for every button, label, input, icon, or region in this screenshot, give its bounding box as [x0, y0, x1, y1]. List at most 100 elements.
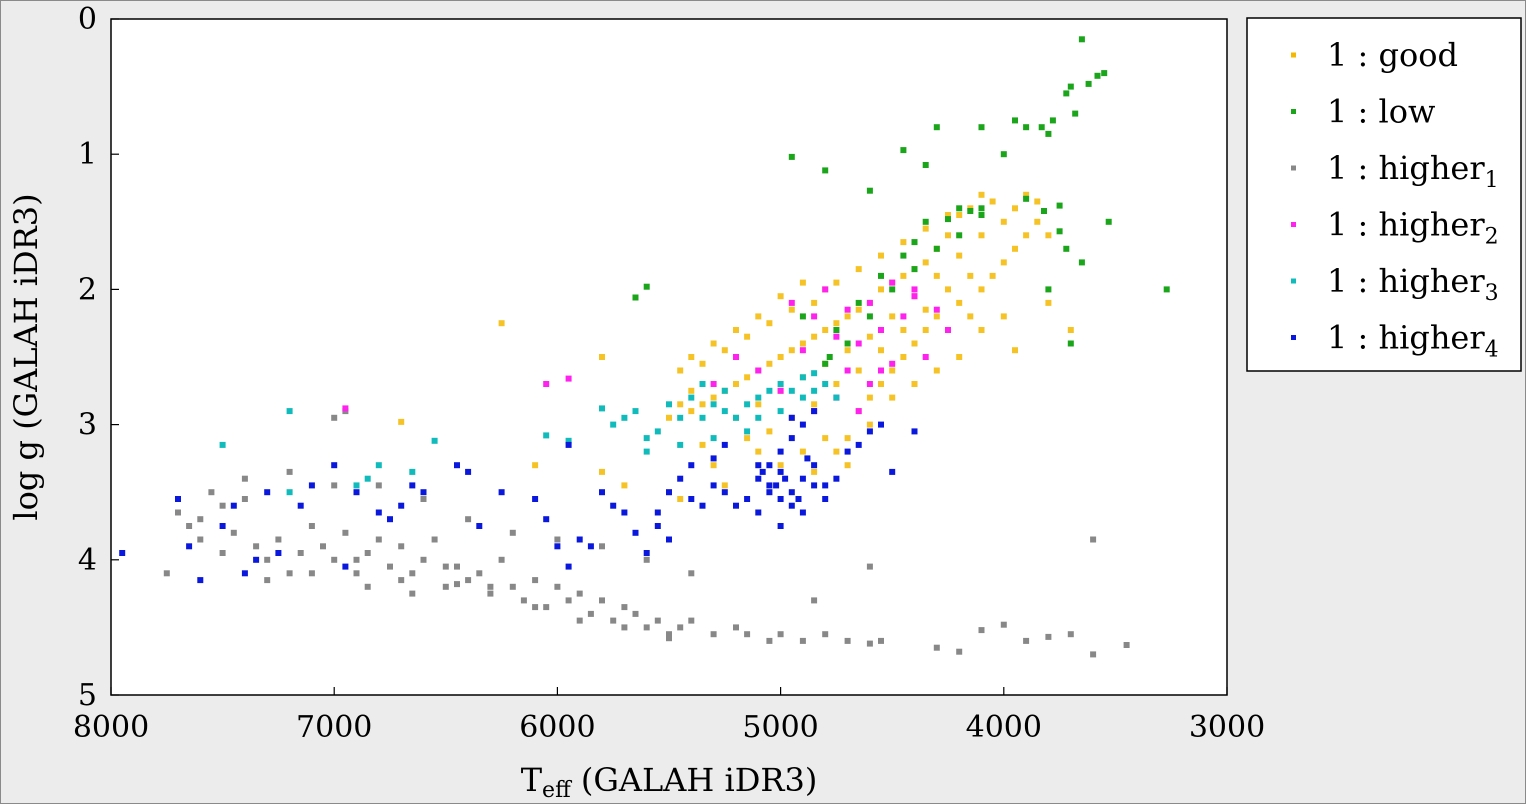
data-point [543, 381, 550, 387]
data-point [476, 523, 483, 529]
data-point [777, 462, 784, 469]
data-point [744, 631, 751, 638]
data-point [565, 437, 572, 444]
data-point [163, 570, 170, 577]
data-point [922, 162, 929, 168]
data-point [476, 570, 483, 577]
data-point [509, 529, 516, 536]
data-point [866, 299, 873, 306]
data-point [219, 523, 226, 529]
data-point [1023, 637, 1030, 644]
data-point [677, 624, 684, 631]
data-point [565, 597, 572, 604]
data-point [733, 327, 739, 333]
data-point [643, 556, 650, 563]
data-point [889, 279, 896, 286]
data-point [230, 529, 237, 536]
data-point [621, 482, 628, 489]
data-point [866, 563, 873, 570]
data-point [900, 327, 907, 333]
data-point [688, 462, 695, 469]
data-point [788, 299, 795, 306]
data-point [599, 354, 605, 360]
data-point [804, 455, 811, 462]
data-point [599, 543, 605, 550]
data-point [799, 475, 806, 482]
data-point [878, 381, 884, 387]
data-point [811, 482, 818, 489]
data-point [782, 475, 789, 482]
data-point [498, 556, 505, 563]
data-point [387, 516, 393, 523]
series-5 [219, 370, 840, 496]
data-point [1056, 228, 1063, 235]
data-point [811, 370, 818, 377]
data-point [621, 604, 628, 611]
data-point [721, 482, 728, 489]
data-point [454, 563, 460, 570]
data-point [978, 124, 985, 131]
data-point [375, 482, 382, 489]
data-point [878, 252, 884, 259]
data-point [878, 286, 884, 293]
data-point [364, 583, 371, 590]
data-point [822, 631, 829, 638]
data-point [688, 387, 695, 394]
data-point [487, 583, 494, 590]
data-point [297, 502, 304, 509]
data-point [866, 428, 873, 435]
data-point [755, 394, 762, 401]
data-point [1045, 633, 1052, 640]
data-point [744, 333, 751, 340]
data-point [688, 617, 695, 624]
series-2 [632, 36, 1170, 367]
data-point [866, 421, 873, 428]
data-point [911, 381, 918, 387]
data-point [375, 509, 382, 516]
data-point [933, 272, 940, 279]
data-point [866, 640, 873, 647]
data-point [978, 286, 985, 293]
data-point [922, 218, 929, 225]
data-point [833, 475, 840, 482]
data-point [1090, 651, 1097, 658]
data-point [956, 648, 963, 655]
data-point [755, 367, 762, 374]
data-point [710, 435, 717, 442]
data-point [342, 405, 349, 412]
data-point [710, 455, 717, 462]
data-point [498, 320, 505, 327]
data-point [286, 489, 293, 496]
data-point [197, 577, 204, 584]
data-point [387, 563, 393, 570]
data-point [666, 536, 672, 543]
data-point [1067, 327, 1074, 333]
legend-marker [1291, 52, 1296, 58]
data-point [878, 637, 884, 644]
data-point [565, 441, 572, 448]
data-point [375, 536, 382, 543]
data-point [978, 205, 985, 212]
data-point [364, 550, 371, 556]
data-point [331, 414, 338, 421]
data-point [1067, 83, 1074, 90]
data-point [398, 418, 405, 425]
data-point [610, 502, 617, 509]
data-point [799, 340, 806, 347]
data-point [677, 496, 684, 502]
x-tick-label: 6000 [519, 710, 595, 745]
legend-entry-name: 1 : higher [1327, 149, 1485, 187]
data-point [777, 408, 784, 415]
data-point [759, 468, 766, 475]
data-point [587, 543, 594, 550]
data-point [933, 644, 940, 651]
data-point [844, 340, 851, 347]
data-point [833, 327, 840, 333]
data-point [822, 381, 829, 387]
data-point [777, 523, 784, 529]
data-point [409, 570, 416, 577]
data-point [1000, 259, 1007, 266]
data-point [599, 468, 605, 475]
data-point [945, 286, 951, 293]
data-point [1123, 642, 1130, 648]
